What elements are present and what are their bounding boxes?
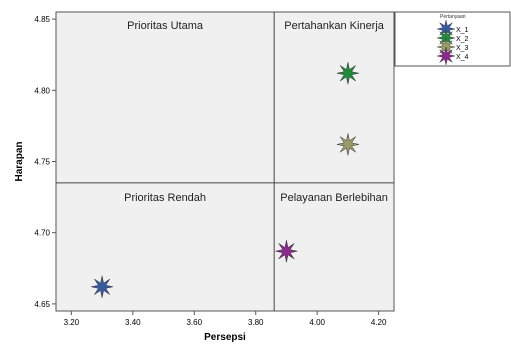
- legend-marker-4: [436, 46, 456, 66]
- y-tick-label: 4.70: [34, 229, 50, 238]
- x-tick-label: 3.40: [125, 318, 141, 327]
- plot-area: [55, 11, 395, 312]
- x-tick-label: 4.20: [371, 318, 387, 327]
- x-tick-label: 3.60: [186, 318, 202, 327]
- legend-label-3: X_3: [456, 45, 469, 52]
- x-axis-title: Persepsi: [204, 332, 246, 343]
- scatter-point-2: [336, 62, 359, 85]
- x-tick-label: 4.00: [309, 318, 325, 327]
- legend: Pertanyaan X_1 X_2 X_3 X_4: [394, 11, 511, 67]
- y-tick-label: 4.85: [34, 15, 50, 24]
- x-tick-label: 3.20: [64, 318, 80, 327]
- legend-box: [394, 11, 511, 67]
- y-axis-title: Harapan: [14, 141, 25, 181]
- y-tick-label: 4.75: [34, 158, 50, 167]
- x-tick-label: 3.80: [248, 318, 264, 327]
- legend-label-1: X_1: [456, 27, 469, 34]
- quadrant-label-top-left: Prioritas Utama: [127, 20, 204, 32]
- scatter-point-3: [336, 133, 359, 156]
- scatter-point-1: [91, 275, 114, 298]
- scatter-point-4: [275, 240, 298, 263]
- legend-label-4: X_4: [456, 54, 469, 61]
- quadrant-label-bottom-right: Pelayanan Berlebihan: [280, 192, 388, 204]
- quadrant-label-bottom-left: Prioritas Rendah: [124, 192, 206, 204]
- legend-label-2: X_2: [456, 36, 469, 43]
- y-tick-label: 4.65: [34, 300, 50, 309]
- legend-title: Pertanyaan: [440, 14, 466, 20]
- quadrant-label-top-right: Pertahankan Kinerja: [284, 20, 385, 32]
- y-tick-label: 4.80: [34, 86, 50, 95]
